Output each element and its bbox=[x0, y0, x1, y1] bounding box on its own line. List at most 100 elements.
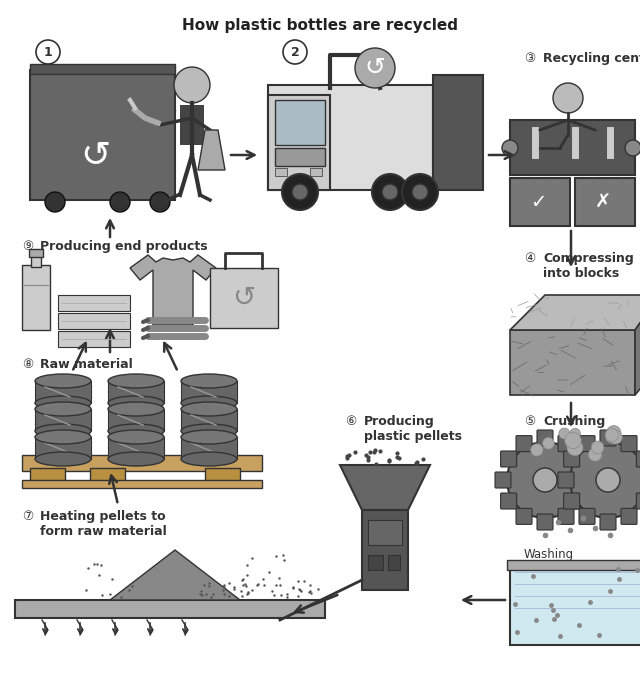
FancyBboxPatch shape bbox=[368, 520, 402, 545]
Text: Recycling centre: Sorting: Recycling centre: Sorting bbox=[543, 52, 640, 65]
Circle shape bbox=[150, 192, 170, 212]
FancyBboxPatch shape bbox=[268, 95, 330, 190]
Circle shape bbox=[355, 48, 395, 88]
Circle shape bbox=[570, 442, 640, 518]
Circle shape bbox=[625, 140, 640, 156]
Text: ⑧: ⑧ bbox=[22, 358, 33, 371]
FancyBboxPatch shape bbox=[564, 493, 580, 509]
Circle shape bbox=[282, 174, 318, 210]
Text: Compressing
into blocks: Compressing into blocks bbox=[543, 252, 634, 280]
FancyBboxPatch shape bbox=[181, 381, 237, 403]
FancyBboxPatch shape bbox=[579, 436, 595, 452]
FancyBboxPatch shape bbox=[35, 409, 91, 431]
Text: How plastic bottles are recycled: How plastic bottles are recycled bbox=[182, 18, 458, 33]
Polygon shape bbox=[198, 130, 225, 170]
FancyBboxPatch shape bbox=[579, 472, 595, 488]
FancyBboxPatch shape bbox=[58, 295, 130, 311]
Text: ⑥: ⑥ bbox=[345, 415, 356, 428]
Ellipse shape bbox=[35, 424, 91, 438]
FancyBboxPatch shape bbox=[537, 514, 553, 530]
Circle shape bbox=[553, 83, 583, 113]
Circle shape bbox=[502, 140, 518, 156]
Text: ↺: ↺ bbox=[365, 56, 385, 80]
Polygon shape bbox=[510, 295, 640, 330]
FancyBboxPatch shape bbox=[362, 510, 408, 590]
Circle shape bbox=[110, 192, 130, 212]
Circle shape bbox=[570, 428, 580, 439]
Ellipse shape bbox=[35, 374, 91, 388]
FancyBboxPatch shape bbox=[108, 409, 164, 431]
Text: 1: 1 bbox=[44, 46, 52, 59]
FancyBboxPatch shape bbox=[564, 451, 580, 467]
FancyBboxPatch shape bbox=[516, 509, 532, 524]
FancyBboxPatch shape bbox=[31, 255, 41, 267]
Text: ✗: ✗ bbox=[595, 193, 611, 212]
FancyBboxPatch shape bbox=[30, 64, 175, 74]
Circle shape bbox=[402, 174, 438, 210]
FancyBboxPatch shape bbox=[600, 514, 616, 530]
FancyBboxPatch shape bbox=[575, 178, 635, 226]
FancyBboxPatch shape bbox=[210, 268, 278, 328]
Circle shape bbox=[543, 437, 554, 449]
FancyBboxPatch shape bbox=[275, 168, 287, 176]
Ellipse shape bbox=[108, 374, 164, 388]
FancyBboxPatch shape bbox=[500, 493, 516, 509]
Text: 2: 2 bbox=[291, 46, 300, 59]
Ellipse shape bbox=[108, 430, 164, 444]
Text: ④: ④ bbox=[524, 252, 535, 265]
Ellipse shape bbox=[181, 402, 237, 416]
FancyBboxPatch shape bbox=[516, 436, 532, 452]
Ellipse shape bbox=[108, 424, 164, 438]
Polygon shape bbox=[510, 330, 635, 395]
Circle shape bbox=[567, 440, 583, 456]
FancyBboxPatch shape bbox=[500, 451, 516, 467]
FancyBboxPatch shape bbox=[310, 168, 322, 176]
Ellipse shape bbox=[181, 452, 237, 466]
FancyBboxPatch shape bbox=[388, 555, 400, 570]
FancyBboxPatch shape bbox=[558, 472, 574, 488]
FancyBboxPatch shape bbox=[636, 493, 640, 509]
Circle shape bbox=[531, 444, 543, 456]
FancyBboxPatch shape bbox=[558, 509, 574, 524]
Circle shape bbox=[605, 428, 618, 442]
Ellipse shape bbox=[35, 402, 91, 416]
Circle shape bbox=[591, 441, 604, 454]
FancyBboxPatch shape bbox=[368, 555, 383, 570]
Circle shape bbox=[372, 174, 408, 210]
Text: Heating pellets to
form raw material: Heating pellets to form raw material bbox=[40, 510, 167, 538]
FancyBboxPatch shape bbox=[268, 85, 433, 190]
Circle shape bbox=[412, 184, 428, 200]
Text: ⑤: ⑤ bbox=[524, 415, 535, 428]
FancyBboxPatch shape bbox=[108, 437, 164, 459]
Ellipse shape bbox=[181, 374, 237, 388]
Text: ↺: ↺ bbox=[80, 138, 110, 172]
FancyBboxPatch shape bbox=[108, 381, 164, 403]
Text: ⑨: ⑨ bbox=[22, 240, 33, 253]
Circle shape bbox=[382, 184, 398, 200]
Circle shape bbox=[564, 432, 581, 449]
FancyBboxPatch shape bbox=[573, 451, 589, 467]
FancyBboxPatch shape bbox=[507, 560, 640, 570]
FancyBboxPatch shape bbox=[636, 451, 640, 467]
Text: Producing end products: Producing end products bbox=[40, 240, 207, 253]
Circle shape bbox=[588, 448, 602, 461]
Ellipse shape bbox=[35, 452, 91, 466]
Text: ③: ③ bbox=[524, 52, 535, 65]
Circle shape bbox=[36, 40, 60, 64]
FancyBboxPatch shape bbox=[22, 480, 262, 488]
FancyBboxPatch shape bbox=[275, 100, 325, 145]
Polygon shape bbox=[130, 255, 216, 325]
Polygon shape bbox=[340, 465, 430, 510]
Ellipse shape bbox=[35, 430, 91, 444]
FancyBboxPatch shape bbox=[30, 468, 65, 482]
FancyBboxPatch shape bbox=[205, 468, 240, 482]
FancyBboxPatch shape bbox=[35, 381, 91, 403]
Circle shape bbox=[292, 184, 308, 200]
Text: ⑦: ⑦ bbox=[22, 510, 33, 523]
FancyBboxPatch shape bbox=[29, 249, 43, 257]
FancyBboxPatch shape bbox=[537, 430, 553, 446]
Circle shape bbox=[607, 426, 621, 439]
FancyBboxPatch shape bbox=[15, 600, 325, 618]
Circle shape bbox=[507, 442, 583, 518]
Ellipse shape bbox=[181, 396, 237, 410]
